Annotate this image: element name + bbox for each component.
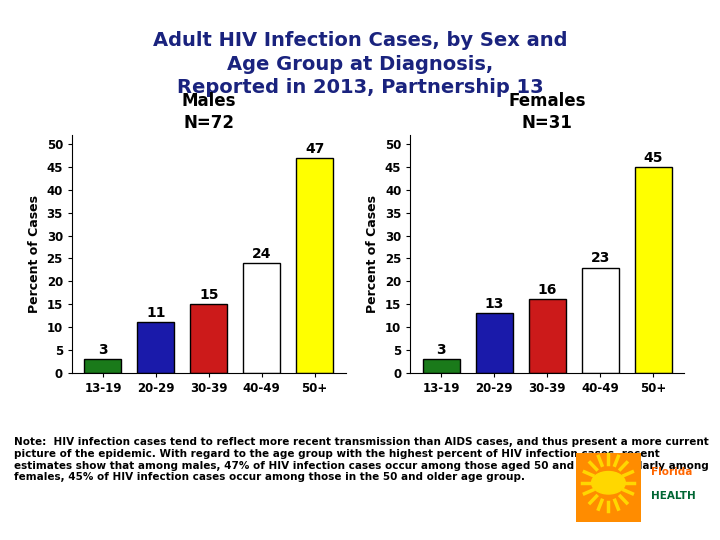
Bar (476, 313, 513, 373)
Text: HEALTH: HEALTH (651, 491, 696, 501)
Text: 45: 45 (643, 151, 663, 165)
Title: Females
N=31: Females N=31 (508, 92, 586, 132)
Y-axis label: Percent of Cases: Percent of Cases (28, 195, 41, 313)
Bar (138, 322, 174, 373)
Text: 11: 11 (146, 306, 166, 320)
Bar (423, 359, 460, 373)
Text: 13: 13 (485, 297, 504, 311)
Text: Note:  HIV infection cases tend to reflect more recent transmission than AIDS ca: Note: HIV infection cases tend to reflec… (14, 437, 709, 482)
Bar (190, 304, 228, 373)
Bar (634, 167, 672, 373)
Bar (528, 300, 566, 373)
FancyBboxPatch shape (576, 453, 641, 522)
Bar (582, 267, 618, 373)
Title: Males
N=72: Males N=72 (181, 92, 236, 132)
Bar (84, 359, 122, 373)
Text: 23: 23 (590, 251, 610, 265)
Text: 16: 16 (538, 283, 557, 297)
Bar (296, 158, 333, 373)
Text: 47: 47 (305, 141, 324, 156)
Text: Adult HIV Infection Cases, by Sex and
Age Group at Diagnosis,
Reported in 2013, : Adult HIV Infection Cases, by Sex and Ag… (153, 31, 567, 97)
Circle shape (592, 471, 625, 494)
Text: Florida: Florida (651, 468, 693, 477)
Bar (243, 263, 280, 373)
Y-axis label: Percent of Cases: Percent of Cases (366, 195, 379, 313)
Text: 3: 3 (98, 342, 108, 356)
Text: 3: 3 (436, 342, 446, 356)
Text: 24: 24 (252, 247, 271, 261)
Text: 15: 15 (199, 288, 219, 302)
